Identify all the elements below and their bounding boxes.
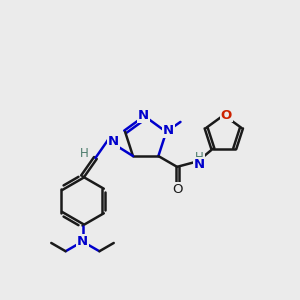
Text: O: O [220,109,232,122]
Text: H: H [195,151,204,164]
Text: N: N [108,135,119,148]
Text: O: O [172,183,182,196]
Text: N: N [163,124,174,137]
Text: N: N [194,158,205,171]
Text: H: H [80,147,88,160]
Text: N: N [77,235,88,248]
Text: N: N [138,109,149,122]
